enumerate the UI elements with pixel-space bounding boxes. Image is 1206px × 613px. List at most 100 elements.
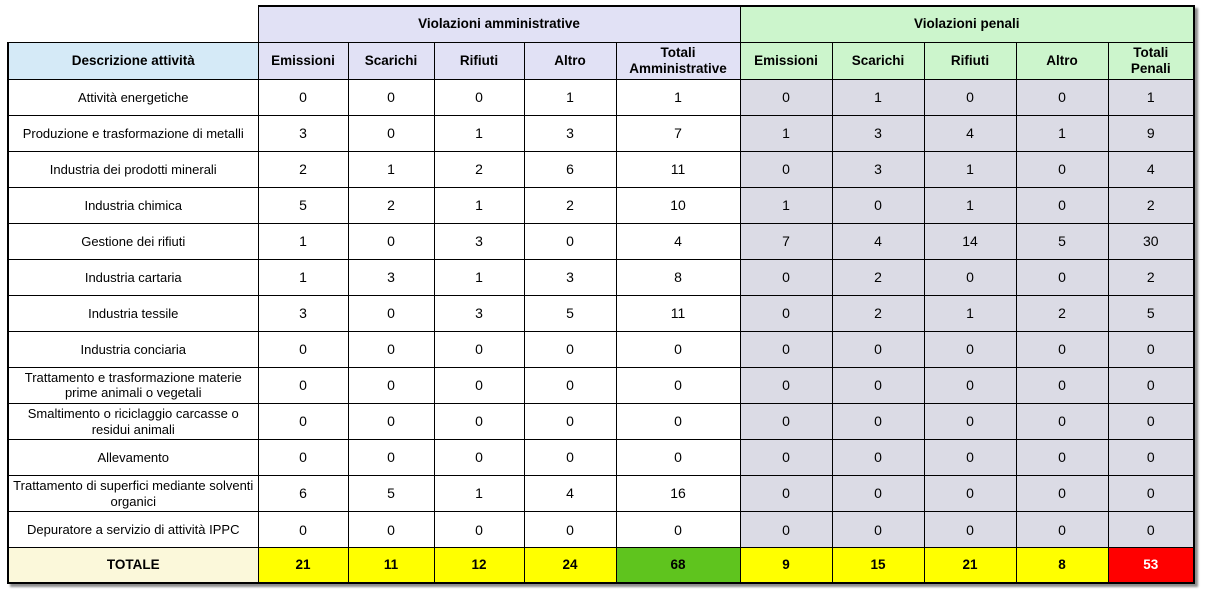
admin-value-cell: 16 [615,475,741,513]
admin-value-cell: 0 [257,403,349,441]
penal-value-cell: 5 [1107,294,1195,332]
penal-value-cell: 0 [923,78,1017,116]
penal-value-cell: 0 [1015,150,1109,188]
penal-value-cell: 0 [739,511,833,549]
group-header-penal: Violazioni penali [739,5,1195,43]
penal-value-cell: 0 [1107,475,1195,513]
penal-value-cell: 4 [1107,150,1195,188]
violations-table: Violazioni amministrative Violazioni pen… [7,5,1196,585]
admin-value-cell: 0 [257,78,349,116]
total-admin-emissioni: 21 [257,547,349,584]
admin-value-cell: 1 [257,258,349,296]
admin-value-cell: 3 [347,258,435,296]
col-header-penal-altro: Altro [1015,41,1109,80]
admin-value-cell: 0 [257,511,349,549]
admin-value-cell: 0 [523,439,617,477]
admin-value-cell: 3 [257,114,349,152]
penal-value-cell: 2 [831,258,925,296]
admin-value-cell: 6 [523,150,617,188]
admin-value-cell: 0 [615,511,741,549]
table-body: Attività energetiche 0 0 0 1 1 0 1 0 0 1 Produzione… [7,78,1195,549]
activity-label: Gestione dei rifiuti [7,222,259,260]
col-header-totali-penali: Totali Penali [1107,41,1195,80]
penal-value-cell: 0 [923,475,1017,513]
activity-label: Industria conciaria [7,330,259,368]
admin-value-cell: 0 [523,222,617,260]
admin-value-cell: 0 [433,403,525,441]
penal-value-cell: 3 [831,150,925,188]
admin-value-cell: 2 [347,186,435,224]
penal-value-cell: 0 [831,403,925,441]
col-header-penal-emissioni: Emissioni [739,41,833,80]
admin-value-cell: 0 [433,330,525,368]
admin-value-cell: 2 [257,150,349,188]
penal-value-cell: 0 [1015,475,1109,513]
activity-label: Allevamento [7,439,259,477]
admin-value-cell: 0 [347,294,435,332]
penal-value-cell: 0 [1015,439,1109,477]
table-row: Trattamento e trasformazione materie pri… [7,366,1195,405]
penal-value-cell: 30 [1107,222,1195,260]
penal-value-cell: 2 [1107,258,1195,296]
penal-value-cell: 0 [1015,186,1109,224]
activity-label: Industria dei prodotti minerali [7,150,259,188]
admin-value-cell: 1 [433,186,525,224]
activity-label: Attività energetiche [7,78,259,116]
table-row: Industria chimica 5 2 1 2 10 1 0 1 0 2 [7,186,1195,224]
penal-value-cell: 0 [739,150,833,188]
admin-value-cell: 0 [347,78,435,116]
admin-value-cell: 0 [433,78,525,116]
table-row: Smaltimento o riciclaggio carcasse o res… [7,403,1195,441]
penal-value-cell: 1 [923,186,1017,224]
admin-value-cell: 1 [523,78,617,116]
activity-label: Industria cartaria [7,258,259,296]
col-header-admin-emissioni: Emissioni [257,41,349,80]
penal-value-cell: 0 [739,330,833,368]
table-row: Industria tessile 3 0 3 5 11 0 2 1 2 5 [7,294,1195,332]
admin-value-cell: 1 [347,150,435,188]
penal-value-cell: 1 [1015,114,1109,152]
totals-row: TOTALE 21 11 12 24 68 9 15 21 8 53 [7,547,1195,584]
total-admin-rifiuti: 12 [433,547,525,584]
admin-value-cell: 0 [347,439,435,477]
penal-value-cell: 0 [831,366,925,405]
col-header-penal-rifiuti: Rifiuti [923,41,1017,80]
penal-value-cell: 0 [1107,403,1195,441]
admin-value-cell: 10 [615,186,741,224]
total-penal-rifiuti: 21 [923,547,1017,584]
penal-value-cell: 0 [739,258,833,296]
penal-value-cell: 4 [923,114,1017,152]
penal-value-cell: 0 [923,439,1017,477]
penal-value-cell: 0 [923,511,1017,549]
section-header-row: Violazioni amministrative Violazioni pen… [8,5,1195,43]
penal-value-cell: 9 [1107,114,1195,152]
admin-value-cell: 0 [347,222,435,260]
admin-value-cell: 3 [523,114,617,152]
penal-value-cell: 3 [831,114,925,152]
table-row: Industria cartaria 1 3 1 3 8 0 2 0 0 2 [7,258,1195,296]
admin-value-cell: 1 [615,78,741,116]
admin-value-cell: 5 [523,294,617,332]
table-row: Depuratore a servizio di attività IPPC 0 0… [7,511,1195,549]
admin-value-cell: 4 [523,475,617,513]
activity-label: Produzione e trasformazione di metalli [7,114,259,152]
admin-value-cell: 0 [615,403,741,441]
penal-value-cell: 0 [739,475,833,513]
penal-value-cell: 0 [1107,366,1195,405]
penal-value-cell: 1 [739,186,833,224]
total-penal-emissioni: 9 [739,547,833,584]
admin-value-cell: 0 [433,511,525,549]
penal-value-cell: 2 [1015,294,1109,332]
corner-blank-cell [8,6,259,43]
table-row: Trattamento di superfici mediante solven… [7,475,1195,513]
admin-value-cell: 0 [433,366,525,405]
admin-value-cell: 0 [615,330,741,368]
total-penali: 53 [1107,547,1195,584]
admin-value-cell: 0 [523,330,617,368]
table-row: Produzione e trasformazione di metalli 3 0… [7,114,1195,152]
table-row: Allevamento 0 0 0 0 0 0 0 0 0 0 [7,439,1195,477]
penal-value-cell: 0 [923,258,1017,296]
total-penal-altro: 8 [1015,547,1109,584]
admin-value-cell: 0 [347,114,435,152]
group-header-administrative: Violazioni amministrative [257,5,741,43]
